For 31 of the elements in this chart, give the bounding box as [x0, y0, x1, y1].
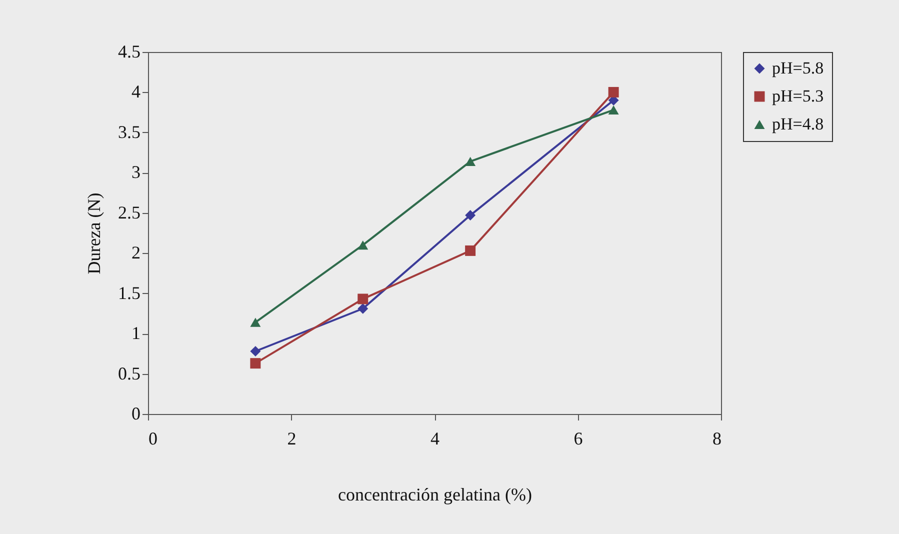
x-tick-label: 2 [287, 428, 296, 448]
y-tick-label: 1 [132, 323, 140, 344]
x-axis-title: concentración gelatina (%) [338, 484, 532, 504]
point [358, 303, 368, 314]
x-tick-label: 6 [574, 428, 583, 448]
point [250, 318, 261, 327]
point [608, 105, 619, 114]
x-tick-label: 8 [712, 428, 722, 448]
point [250, 346, 261, 356]
point [465, 156, 476, 166]
x-tick-label: 4 [430, 428, 440, 448]
point [358, 240, 368, 250]
y-tick-label: 4.5 [118, 42, 140, 62]
y-tick-label: 0.5 [118, 363, 140, 384]
y-tick-label: 4 [132, 82, 140, 102]
legend-label: pH=5.8 [772, 58, 824, 78]
point [608, 86, 619, 98]
y-tick-label: 0 [132, 404, 140, 424]
point [465, 210, 476, 221]
y-axis-title: Dureza (N) [84, 192, 104, 274]
point [250, 358, 261, 369]
y-tick-label: 2 [132, 242, 140, 263]
legend-label: pH=5.3 [772, 86, 824, 106]
y-tick-label: 3 [132, 162, 140, 182]
point [358, 294, 368, 304]
y-tick-label: 2.5 [118, 202, 140, 222]
y-tick-label: 3.5 [118, 122, 140, 142]
point [465, 245, 476, 256]
x-tick-label: 0 [148, 428, 158, 448]
y-tick-label: 1.5 [118, 282, 140, 303]
legend-label: pH=4.8 [772, 114, 824, 134]
